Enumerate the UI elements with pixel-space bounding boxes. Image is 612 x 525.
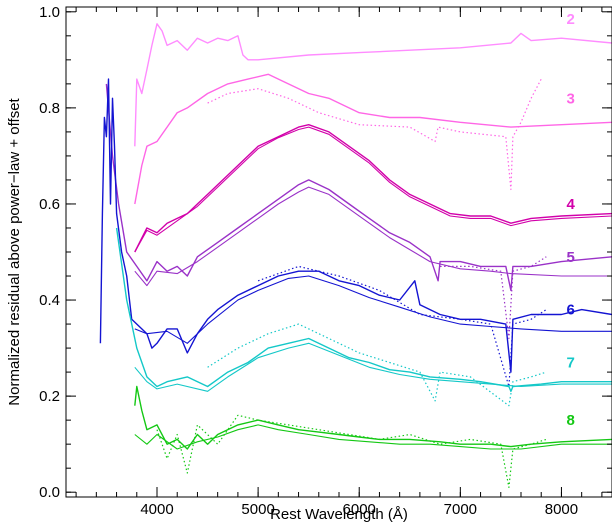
series-7-line-1 xyxy=(115,227,612,392)
series-2-line-1 xyxy=(134,23,612,147)
x-tick-label: 6000 xyxy=(343,501,376,518)
series-4-line-1 xyxy=(134,124,612,253)
y-tick-label: 0.8 xyxy=(39,100,60,117)
x-tick-label: 7000 xyxy=(444,501,477,518)
y-tick-label: 0.4 xyxy=(39,292,60,309)
series-5-line-1 xyxy=(105,83,612,292)
series-7-line-3 xyxy=(207,323,547,407)
series-label-5: 5 xyxy=(567,249,575,266)
series-4-line-2 xyxy=(134,126,612,253)
series-label-8: 8 xyxy=(567,412,575,429)
series-8-line-2 xyxy=(134,424,612,450)
series-8-line-1 xyxy=(134,385,612,450)
y-axis-label: Normalized residual above power−law + of… xyxy=(6,97,23,405)
series-6 xyxy=(99,78,612,388)
series-3-line-1 xyxy=(134,73,612,205)
series-6-line-3 xyxy=(257,265,547,388)
y-tick-label: 0.2 xyxy=(39,388,60,405)
series-5-line-3 xyxy=(440,256,547,340)
series-5-line-2 xyxy=(134,186,612,287)
y-tick-label: 0.6 xyxy=(39,196,60,213)
series-2 xyxy=(134,23,612,147)
series-4 xyxy=(134,124,612,253)
series-7-line-2 xyxy=(134,342,612,392)
series-8 xyxy=(134,385,612,488)
series-3-line-2 xyxy=(207,78,542,191)
series-labels: 2 3 4 5 6 7 8 xyxy=(567,11,576,429)
series-label-7: 7 xyxy=(567,354,575,371)
plot-frame xyxy=(65,6,612,498)
series-6-line-2 xyxy=(134,275,612,344)
y-tick-label: 1.0 xyxy=(39,4,60,21)
series-label-2: 2 xyxy=(567,11,575,28)
x-axis-label: Rest Wavelength (Å) xyxy=(270,506,408,523)
series-label-6: 6 xyxy=(567,302,575,319)
y-tick-label: 0.0 xyxy=(39,484,60,501)
plot-data xyxy=(99,23,612,488)
series-6-line-1 xyxy=(99,78,612,373)
x-tick-label: 4000 xyxy=(140,501,173,518)
x-tick-label: 5000 xyxy=(241,501,274,518)
series-7 xyxy=(115,227,612,407)
series-label-4: 4 xyxy=(567,196,576,213)
axis-ticks: 4000 5000 6000 7000 8000 0.0 0.2 0.4 0.6 0.8 1.0 xyxy=(39,4,612,518)
series-3 xyxy=(134,73,612,205)
series-8-line-3 xyxy=(156,414,547,488)
x-tick-label: 8000 xyxy=(545,501,578,518)
series-5 xyxy=(105,83,612,340)
series-label-3: 3 xyxy=(567,90,575,107)
